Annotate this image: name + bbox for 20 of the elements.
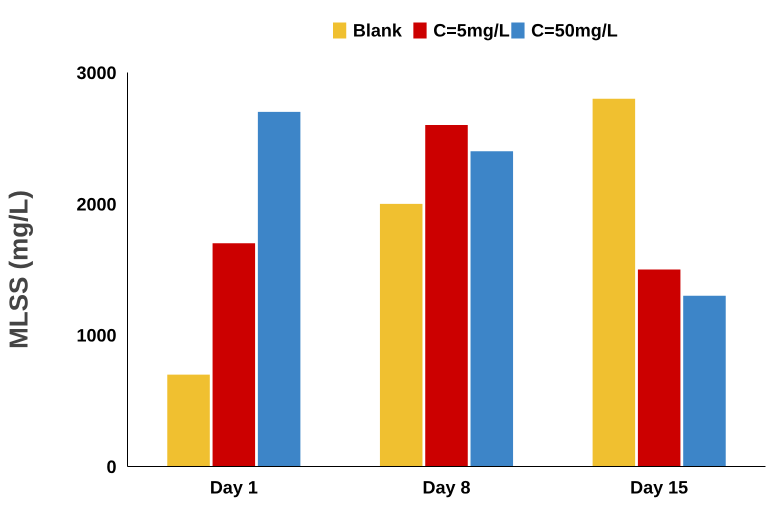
x-tick-label: Day 8 [422,478,471,498]
legend-label: C=50mg/L [531,20,618,40]
y-tick-label: 2000 [76,194,117,214]
bar [212,243,256,466]
bar [258,112,300,466]
x-tick-label: Day 15 [630,478,688,498]
bar [380,204,422,466]
bar [167,374,210,466]
y-tick-label: 3000 [76,63,117,83]
y-axis-title: MLSS (mg/L) [3,190,34,349]
bar [425,125,468,466]
bar [592,98,636,466]
x-tick-label: Day 1 [210,478,258,498]
bar [683,296,726,466]
legend-label: C=5mg/L [433,20,510,40]
y-tick-label: 0 [106,457,117,477]
legend-label: Blank [352,20,403,40]
y-tick-label: 1000 [76,326,117,346]
bar [638,270,680,466]
bar [470,151,514,466]
